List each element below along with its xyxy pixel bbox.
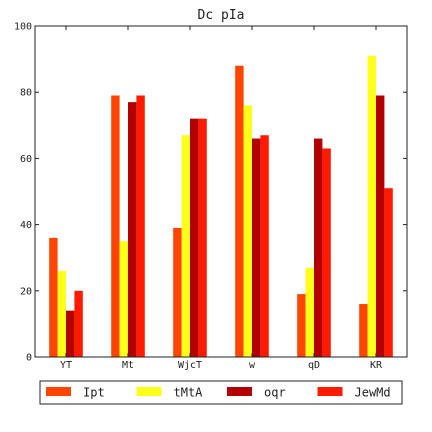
bar-oqr-qD xyxy=(314,138,323,357)
legend-box xyxy=(39,380,403,405)
bar-JewMd-YT xyxy=(74,290,83,357)
bar-Ipt-KR xyxy=(359,304,368,357)
legend-label-oqr: oqr xyxy=(264,386,286,400)
x-tick-label-qD: qD xyxy=(308,360,320,371)
bar-oqr-YT xyxy=(66,310,75,357)
bar-tMtA-WjcT xyxy=(181,135,190,357)
bar-JewMd-KR xyxy=(384,188,393,357)
y-tick-label-80: 80 xyxy=(20,88,32,99)
x-tick-label-YT: YT xyxy=(60,360,72,371)
y-tick-label-20: 20 xyxy=(20,286,32,297)
bar-tMtA-Mt xyxy=(119,241,128,357)
y-tick-label-100: 100 xyxy=(14,22,32,33)
bar-tMtA-YT xyxy=(57,270,66,357)
bar-Ipt-qD xyxy=(297,294,306,357)
x-tick-label-WjcT: WjcT xyxy=(178,360,202,371)
x-tick-label-KR: KR xyxy=(370,360,383,371)
y-tick-label-40: 40 xyxy=(20,220,32,231)
legend-label-JewMd: JewMd xyxy=(355,386,391,400)
bar-Ipt-YT xyxy=(49,237,58,357)
bar-JewMd-Mt xyxy=(136,95,145,357)
x-tick-label-Mt: Mt xyxy=(122,360,134,371)
bar-oqr-WjcT xyxy=(190,118,199,358)
x-tick-label-w: w xyxy=(249,360,256,371)
bar-oqr-w xyxy=(252,138,261,357)
bar-Ipt-Mt xyxy=(111,95,120,357)
chart-title: Dc pIa xyxy=(198,8,245,23)
bar-tMtA-KR xyxy=(367,55,376,357)
bar-oqr-Mt xyxy=(128,102,137,357)
legend-swatch-oqr xyxy=(227,387,252,396)
y-tick-label-60: 60 xyxy=(20,154,32,165)
bar-JewMd-WjcT xyxy=(198,118,207,358)
bar-Ipt-w xyxy=(235,65,244,357)
legend-swatch-JewMd xyxy=(317,387,343,396)
legend-label-Ipt: Ipt xyxy=(83,386,105,400)
bar-tMtA-w xyxy=(243,105,252,357)
legend-label-tMtA: tMtA xyxy=(174,386,204,400)
bar-JewMd-w xyxy=(260,135,269,357)
bar-Ipt-WjcT xyxy=(173,227,182,357)
bar-JewMd-qD xyxy=(322,148,331,357)
legend-swatch-Ipt xyxy=(46,387,71,396)
plot-frame xyxy=(34,25,408,358)
legend-swatch-tMtA xyxy=(136,387,162,396)
bar-tMtA-qD xyxy=(305,267,314,357)
bar-oqr-KR xyxy=(376,95,385,357)
y-tick-label-0: 0 xyxy=(26,353,32,364)
